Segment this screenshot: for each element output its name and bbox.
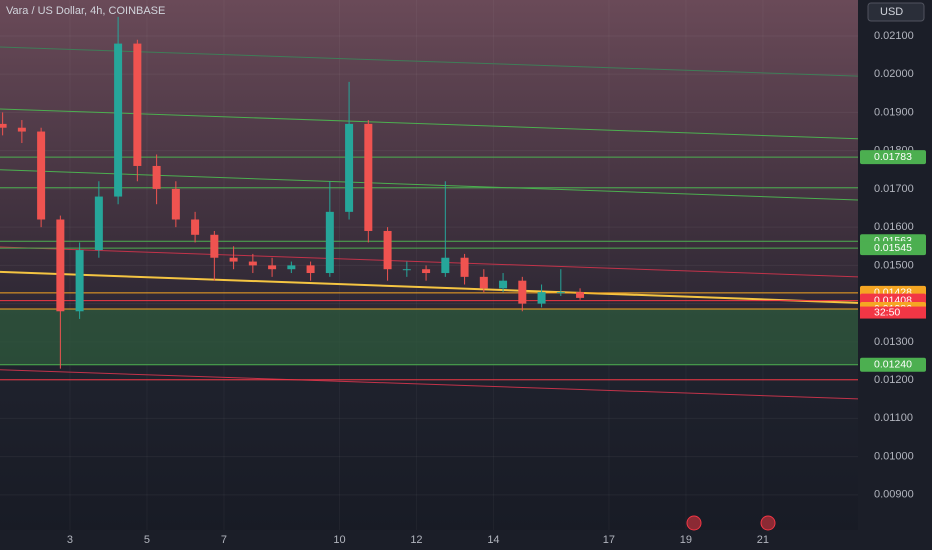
event-icons[interactable]	[686, 515, 776, 531]
price-axis	[858, 0, 932, 550]
event-icon[interactable]	[686, 515, 702, 531]
candle-body	[94, 196, 103, 251]
candle-body	[306, 265, 315, 274]
candle-body	[518, 280, 527, 304]
x-tick-label: 17	[603, 534, 615, 546]
price-badge	[860, 150, 926, 165]
time-axis	[0, 530, 858, 550]
candle-body	[37, 131, 46, 220]
candle-body	[325, 211, 334, 274]
x-tick-label: 19	[680, 534, 692, 546]
currency-button[interactable]	[867, 2, 925, 22]
y-tick-label: 0.01500	[874, 259, 914, 271]
candle-body	[345, 123, 354, 212]
x-tick-label: 7	[221, 534, 227, 546]
symbol-title: Vara / US Dollar, 4h, COINBASE	[6, 5, 165, 17]
candle-body	[152, 165, 161, 189]
candle-body	[479, 276, 488, 289]
candle-body	[441, 257, 450, 274]
x-tick-label: 12	[410, 534, 422, 546]
price-badge-label: 0.01783	[874, 151, 912, 163]
candle-body	[556, 292, 565, 294]
currency-label[interactable]: USD	[880, 6, 903, 18]
price-badge	[860, 357, 926, 372]
x-tick-label: 14	[487, 534, 499, 546]
trendline	[0, 246, 859, 278]
candle-body	[576, 292, 585, 298]
trendline	[0, 270, 859, 304]
candle-body	[171, 188, 180, 220]
candle-body	[537, 292, 546, 304]
y-tick-label: 0.01100	[874, 412, 913, 424]
trendline	[0, 369, 859, 400]
x-tick-label: 3	[67, 534, 73, 546]
candle-body	[0, 123, 7, 128]
y-tick-label: 0.01200	[874, 374, 914, 386]
y-tick-label: 0.00900	[874, 489, 914, 501]
candle-body	[383, 230, 392, 270]
trendline	[0, 46, 859, 77]
countdown-label: 32:50	[874, 306, 900, 318]
price-badge-label: 0.01545	[874, 242, 912, 254]
price-badge-label: 0.01240	[874, 359, 912, 371]
candle-body	[210, 234, 219, 258]
candle-body	[460, 257, 469, 277]
y-tick-label: 0.02000	[874, 68, 914, 80]
y-tick-label: 0.01600	[874, 221, 914, 233]
candle-body	[229, 257, 238, 262]
countdown-badge	[860, 306, 926, 319]
candle-body	[114, 43, 123, 197]
candle-body	[287, 265, 296, 270]
candle-body	[191, 219, 200, 235]
y-tick-label: 0.01300	[874, 336, 914, 348]
trendline	[0, 169, 859, 201]
candle-body	[17, 127, 26, 132]
candle-body	[75, 250, 84, 312]
candle-body	[422, 269, 431, 274]
x-tick-label: 5	[144, 534, 150, 546]
candle-body	[499, 280, 508, 289]
price-badge	[860, 241, 926, 256]
y-tick-label: 0.02100	[874, 30, 914, 42]
y-tick-label: 0.01000	[874, 450, 914, 462]
y-tick-label: 0.01900	[874, 106, 914, 118]
candle-body	[364, 123, 373, 231]
candle-body	[56, 219, 65, 312]
y-tick-label: 0.01700	[874, 183, 914, 195]
event-icon[interactable]	[760, 515, 776, 531]
candle-body	[402, 269, 411, 271]
x-tick-label: 21	[757, 534, 769, 546]
trendline	[0, 108, 859, 140]
candle-body	[268, 265, 277, 270]
candle-body	[248, 261, 257, 266]
plot-background	[0, 0, 858, 530]
zone	[0, 308, 858, 365]
candle-body	[133, 43, 142, 166]
x-tick-label: 10	[333, 534, 345, 546]
